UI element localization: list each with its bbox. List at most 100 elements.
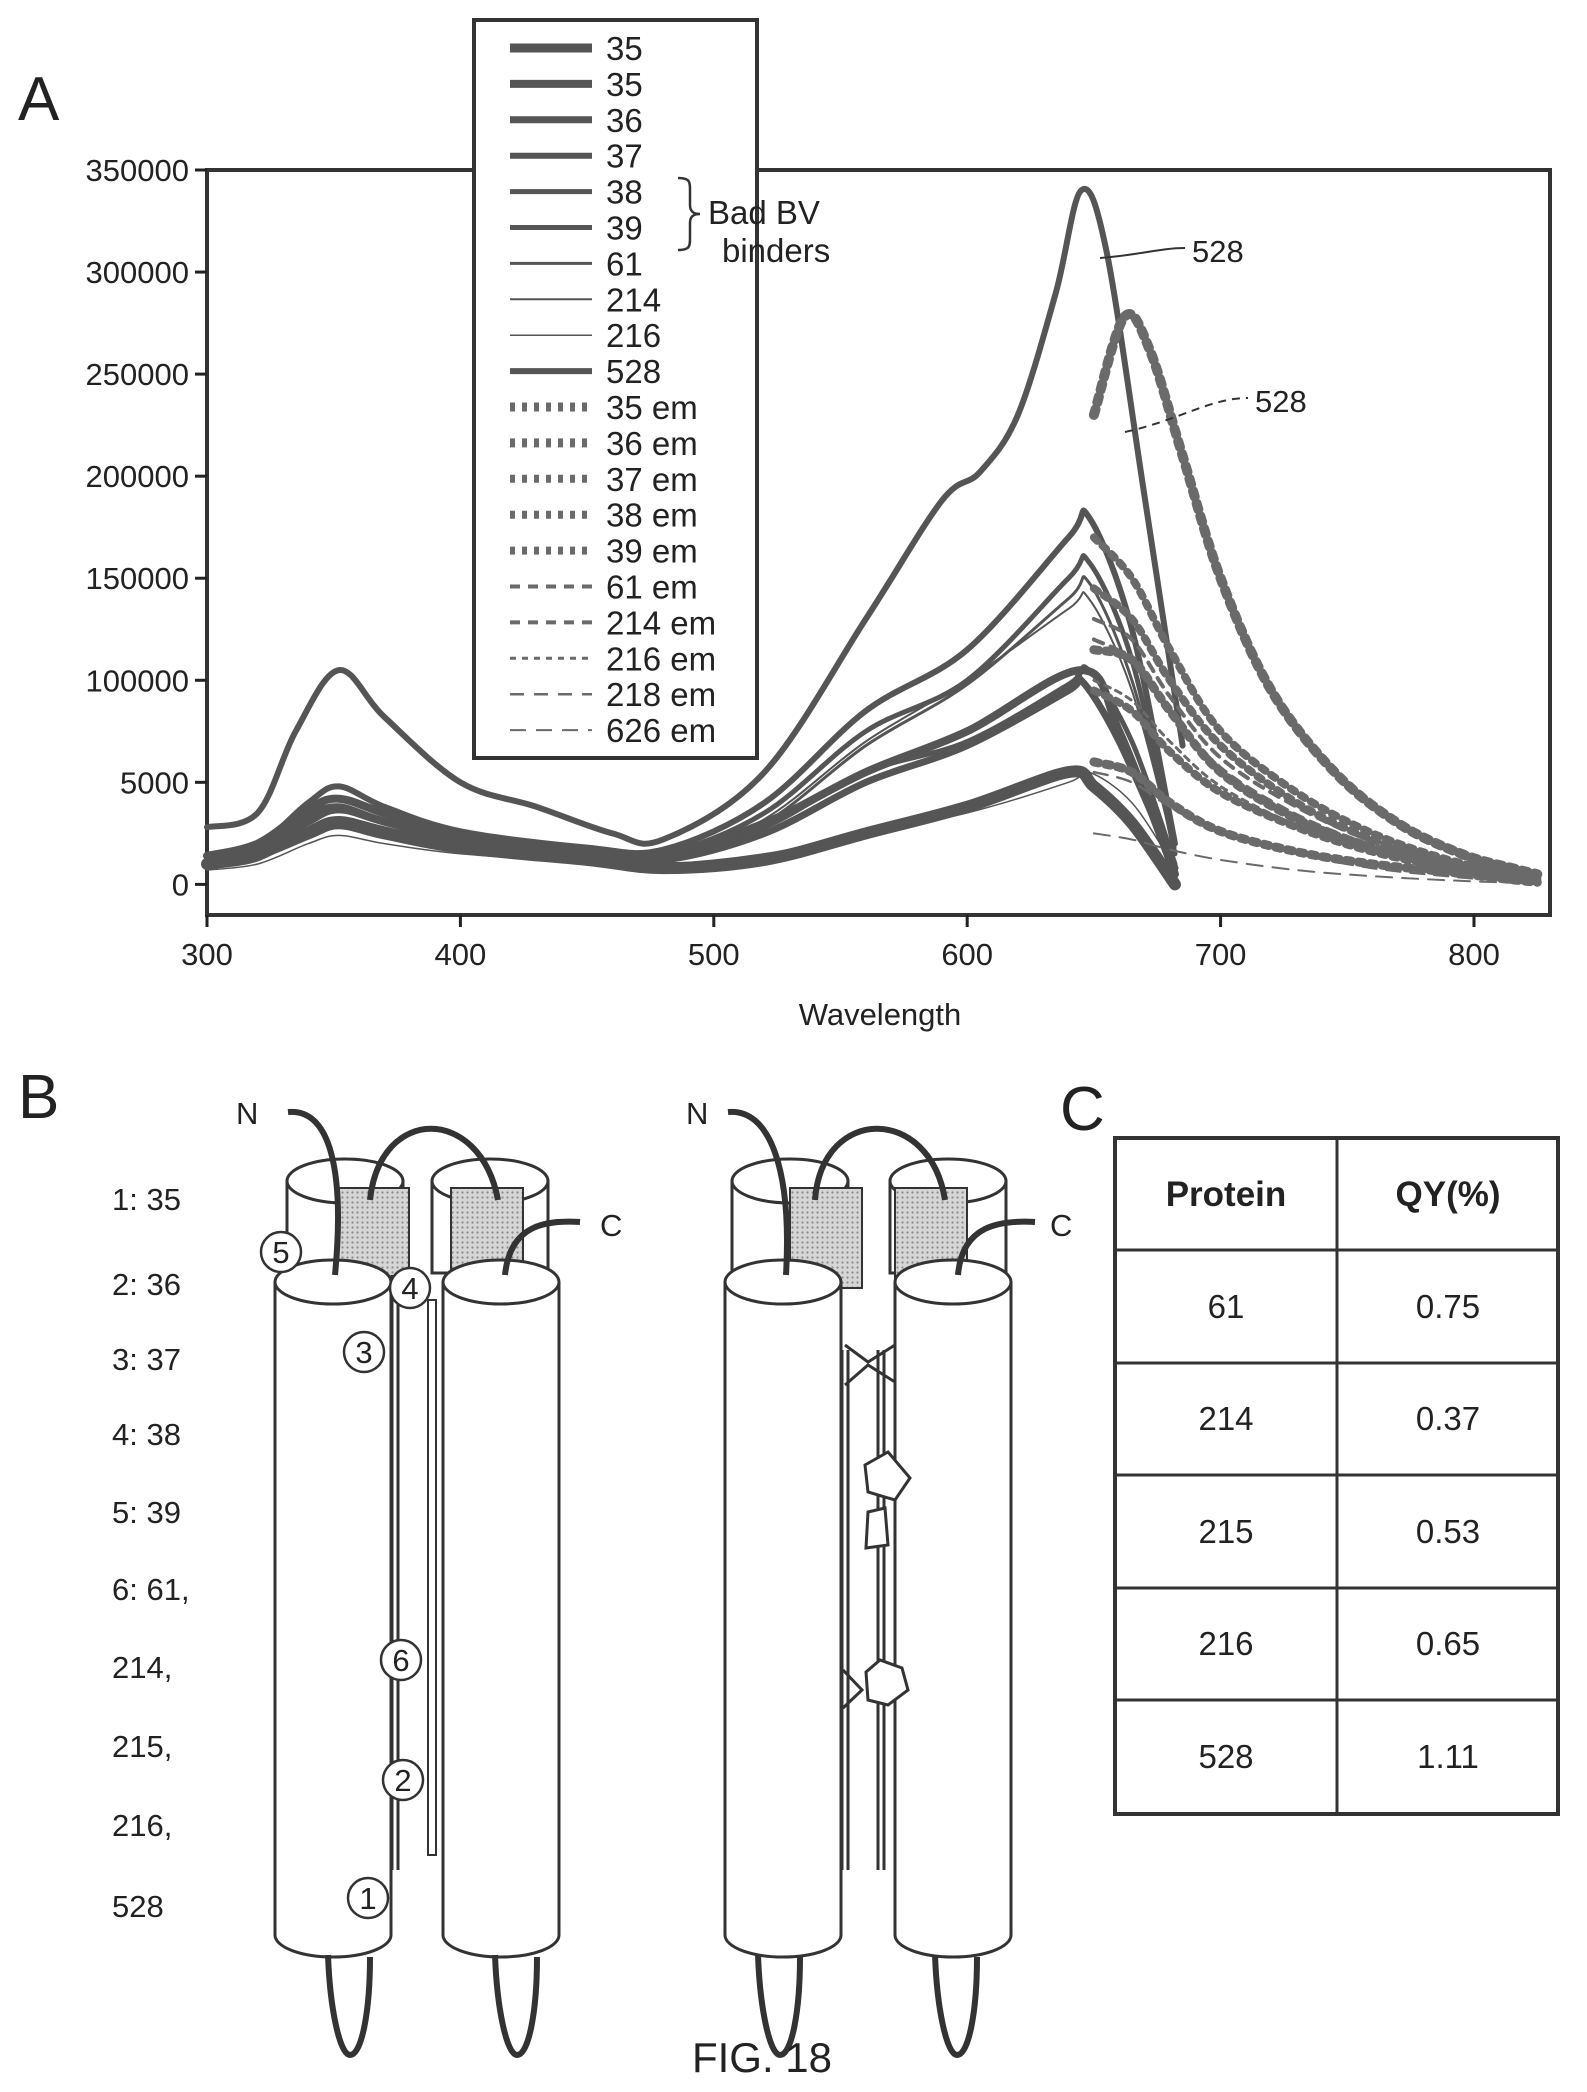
table-header-protein: Protein — [1166, 1175, 1287, 1214]
series-line-528-em-20 — [1088, 309, 1543, 880]
mutation-label-2: 2: 36 — [112, 1267, 181, 1302]
x-tick-label: 500 — [688, 937, 740, 972]
legend-label: 36 — [606, 102, 643, 139]
series-line-39-5 — [204, 664, 1178, 867]
mutation-label-7: 214, — [112, 1650, 172, 1685]
series-line-61-em-15 — [1091, 617, 1540, 883]
svg-text:3: 3 — [355, 1335, 372, 1370]
legend-label: 214 em — [606, 604, 716, 641]
c-terminus-label-right: C — [1050, 1208, 1072, 1243]
svg-text:1.11: 1.11 — [1417, 1738, 1479, 1775]
n-terminus-label-left: N — [236, 1096, 258, 1131]
legend-label: 61 — [606, 245, 643, 282]
table-header-qy: QY(%) — [1396, 1175, 1501, 1214]
svg-text:0.65: 0.65 — [1416, 1625, 1480, 1662]
top-crossover-loop-2 — [812, 1125, 948, 1201]
legend-label: 35 — [606, 66, 643, 103]
series-line-216-8 — [206, 770, 1176, 871]
series-line-528-9 — [204, 186, 1186, 847]
legend-label: 626 em — [606, 712, 716, 749]
legend-label: 37 em — [606, 461, 698, 498]
svg-text:215: 215 — [1198, 1513, 1253, 1550]
y-tick-label: 250000 — [86, 357, 189, 392]
legend-label: 37 — [606, 138, 643, 175]
y-tick-label: 200000 — [86, 459, 189, 494]
bottom-loop-left-2 — [755, 1954, 803, 2059]
legend-note-line-1: Bad BV — [708, 194, 820, 231]
series-line-61-6 — [205, 575, 1177, 870]
annotation-528-emission-leader — [1124, 397, 1249, 433]
bottom-loop-right — [492, 1954, 540, 2059]
annotation-528-emission: 528 — [1255, 384, 1307, 419]
pentagon-residue-2 — [864, 1658, 910, 1707]
marker-5: 5 — [259, 1230, 303, 1274]
legend-label: 35 em — [606, 389, 698, 426]
y-tick-label: 0 — [172, 867, 189, 902]
svg-text:0.75: 0.75 — [1416, 1288, 1480, 1325]
series-line-37-3 — [204, 507, 1178, 861]
marker-6: 6 — [379, 1638, 423, 1682]
svg-text:0.53: 0.53 — [1416, 1513, 1480, 1550]
panel-c-label: C — [1060, 1075, 1105, 1144]
x-tick-label: 300 — [181, 937, 233, 972]
series-line-38-4 — [204, 553, 1178, 863]
front-helix-right — [441, 1258, 561, 1959]
y-tick-label: 150000 — [86, 561, 189, 596]
table-row: 61 0.75 — [1208, 1288, 1480, 1325]
pentagon-residue-1 — [863, 1450, 912, 1502]
legend-label: 214 — [606, 281, 661, 318]
table-row: 215 0.53 — [1198, 1513, 1480, 1550]
mutation-label-8: 215, — [112, 1729, 172, 1764]
y-tick-label: 350000 — [86, 153, 189, 188]
svg-text:214: 214 — [1198, 1400, 1253, 1437]
annotation-528-excitation: 528 — [1192, 234, 1244, 269]
mutation-label-4: 4: 38 — [112, 1417, 181, 1452]
series-line-214-em-16 — [1091, 637, 1540, 883]
table-row: 216 0.65 — [1198, 1625, 1480, 1662]
mutation-label-1: 1: 35 — [112, 1182, 181, 1217]
mutation-label-5: 5: 39 — [112, 1495, 181, 1530]
n-terminus-label-right: N — [686, 1096, 708, 1131]
series-line-626-em-19 — [1092, 832, 1539, 885]
helix-model-left: N C 1 2 3 4 5 — [236, 1096, 622, 2059]
panel-b: B 1: 35 2: 36 3: 37 4: 38 5: 39 6: 61, 2… — [18, 1063, 1072, 2059]
mutation-label-3: 3: 37 — [112, 1342, 181, 1377]
legend-label: 218 em — [606, 676, 716, 713]
y-axis: 350000 300000 250000 200000 150000 100000 5000… — [86, 153, 207, 902]
n-terminus-chain — [287, 1108, 341, 1276]
bottom-loop-right-2 — [932, 1954, 980, 2059]
y-tick-label: 100000 — [86, 663, 189, 698]
legend-label: 35 — [606, 30, 643, 67]
x-tick-label: 800 — [1448, 937, 1500, 972]
svg-text:528: 528 — [1198, 1738, 1253, 1775]
figure-caption: FIG. 18 — [692, 2034, 832, 2081]
x-axis: 300 400 500 600 700 800 — [181, 915, 1500, 972]
quantum-yield-table: Protein QY(%) 61 0.75 214 0.37 215 0.53 … — [1113, 1136, 1560, 1816]
panel-b-label: B — [18, 1063, 59, 1132]
y-tick-label: 300000 — [86, 255, 189, 290]
panel-c: C Protein QY(%) 61 0.75 214 0.37 215 0.5… — [1060, 1075, 1560, 1816]
marker-1: 1 — [346, 1876, 390, 1920]
svg-text:61: 61 — [1208, 1288, 1245, 1325]
legend-label: 38 — [606, 174, 643, 211]
mutation-label-10: 528 — [112, 1889, 164, 1924]
x-tick-label: 600 — [941, 937, 993, 972]
linker-strand — [427, 1299, 437, 1856]
front-helix-left — [273, 1258, 393, 1959]
helix-model-right: N C — [686, 1096, 1072, 2059]
legend-label: 39 — [606, 210, 643, 247]
svg-text:5: 5 — [272, 1235, 289, 1270]
legend-label: 38 em — [606, 497, 698, 534]
panel-a: A 350000 300000 250000 200000 150000 100000 50… — [18, 18, 1552, 1032]
table-row: 528 1.11 — [1198, 1738, 1478, 1775]
n-terminus-chain-2 — [727, 1108, 790, 1276]
legend-label: 528 — [606, 353, 661, 390]
svg-text:0.37: 0.37 — [1416, 1400, 1480, 1437]
legend-label: 39 em — [606, 533, 698, 570]
legend-label: 216 — [606, 317, 661, 354]
svg-text:6: 6 — [392, 1643, 409, 1678]
crossing-contact — [844, 1343, 896, 1387]
